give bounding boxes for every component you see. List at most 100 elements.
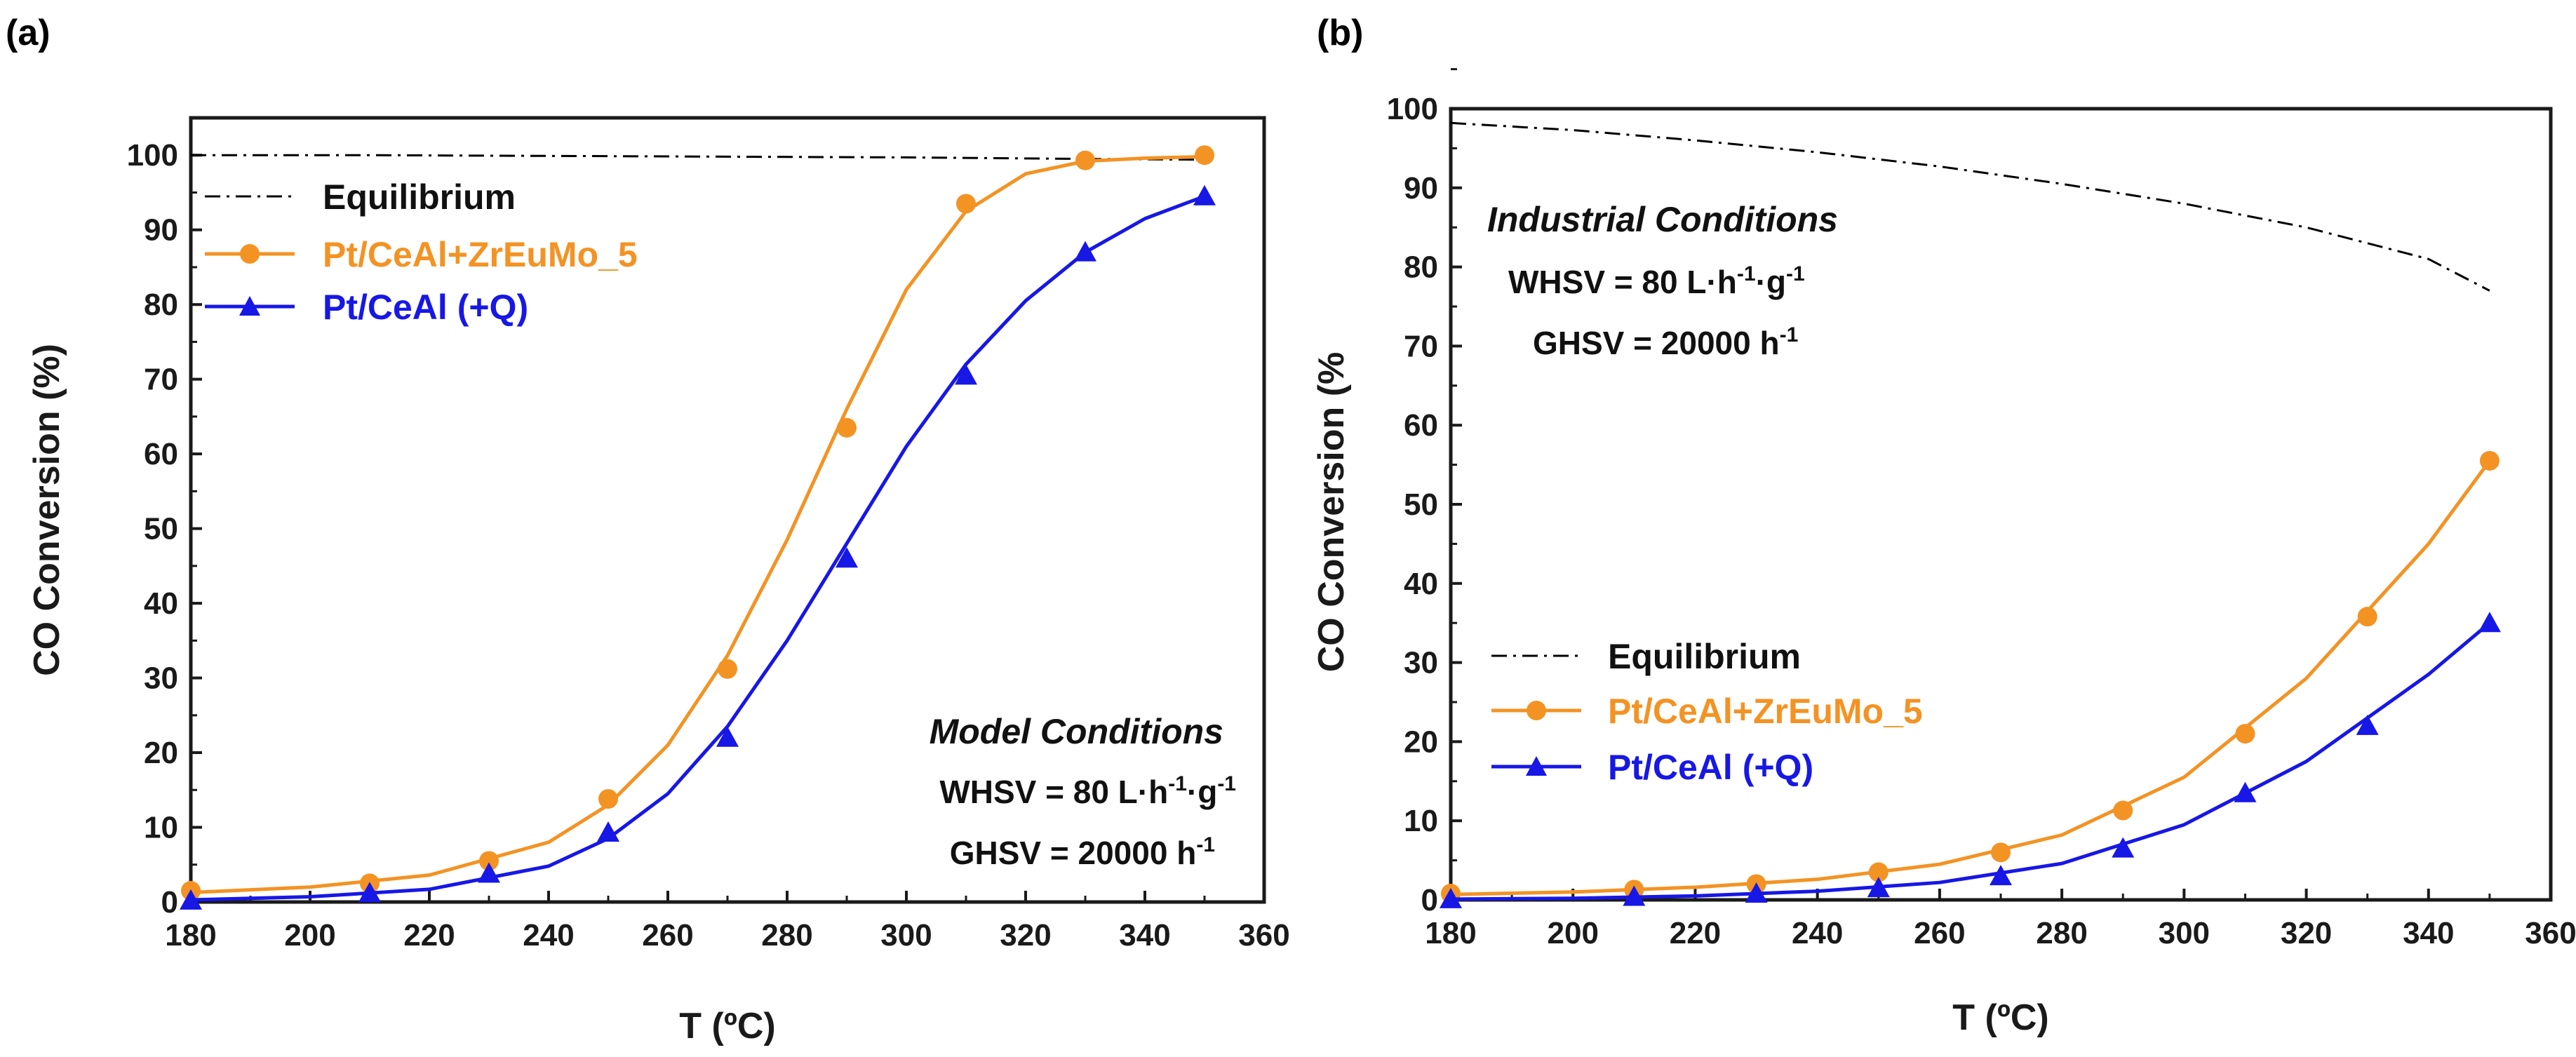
panel-a-y-tick-label: 90 [144, 213, 178, 248]
panel-a-q-fit-line [195, 194, 1207, 902]
legend-a-zreumo-marker [240, 244, 260, 264]
panel-b-q-point [2356, 714, 2379, 735]
panel-a-ghsv: GHSV = 20000 h-1 [950, 833, 1215, 871]
panel-b-y-tick-label: 60 [1404, 408, 1438, 443]
panel-a-y-tick-label: 70 [144, 363, 178, 397]
panel-b-y-tick-label: 40 [1404, 567, 1438, 601]
panel-b-zreumo-point [1991, 842, 2011, 863]
panel-b-y-tick-label: 10 [1404, 804, 1438, 838]
legend-a-equilibrium-label: Equilibrium [323, 177, 516, 217]
panel-a-whsv-exp1: -1 [1168, 772, 1187, 795]
panel-a-x-tick-label: 180 [165, 918, 216, 952]
panel-b-zreumo-point [2357, 607, 2377, 627]
panel-b-whsv-prefix: WHSV = 80 L·h [1508, 264, 1737, 300]
panel-b-x-tick-label: 200 [1548, 916, 1599, 950]
panel-b-q-point [1867, 877, 1890, 898]
panel-a-y-tick-label: 80 [144, 288, 178, 322]
panel-b-conditions: Industrial Conditions WHSV = 80 L·h-1·g-… [1487, 200, 1838, 361]
panel-a-zreumo-point [956, 194, 976, 214]
panel-a-x-tick-label: 220 [403, 918, 455, 952]
panel-b-label: (b) [1317, 13, 1363, 53]
legend-a-zreumo-label: Pt/CeAl+ZrEuMo_5 [323, 235, 638, 274]
panel-b-x-tick-label: 220 [1670, 916, 1721, 950]
panel-b-zreumo-point [2479, 450, 2500, 471]
panel-a-x-tick-label: 360 [1238, 918, 1289, 952]
panel-b-x-tick-label: 320 [2281, 916, 2332, 950]
panel-a-zreumo-point [837, 417, 857, 438]
panel-a-y-tick-label: 50 [144, 512, 178, 546]
panel-b-x-tick-label: 180 [1425, 916, 1476, 950]
panel-a-x-tick-label: 320 [1000, 918, 1051, 952]
legend-b-zreumo-marker [1527, 701, 1546, 720]
panel-a-series [180, 145, 1216, 910]
panel-a-zreumo-point [1195, 145, 1214, 166]
panel-b-q-point [1440, 887, 1462, 908]
panel-a-y-tick-label: 20 [144, 736, 178, 770]
panel-b-x-tick-label: 280 [2036, 916, 2087, 950]
panel-b-q-point [2478, 612, 2501, 633]
panel-a-conditions: Model Conditions WHSV = 80 L·h-1·g-1 GHS… [930, 712, 1236, 871]
panel-a-whsv-mid: ·g [1187, 774, 1217, 810]
panel-b-x-tick-label: 260 [1914, 916, 1965, 950]
panel-b-x-tick-label: 340 [2403, 916, 2454, 950]
panel-b-y-tick-label: 30 [1404, 646, 1438, 680]
panel-b-y-tick-label: 90 [1404, 171, 1438, 206]
legend-a-q-label: Pt/CeAl (+Q) [323, 288, 528, 327]
panel-a-conditions-title: Model Conditions [930, 712, 1223, 751]
panel-a-q-point [180, 889, 202, 910]
panel-b-q-point [1990, 865, 2012, 886]
panel-a-x-ticks: 180 200 220 240 260 280 300 320 340 360 [165, 891, 1290, 952]
panel-a-zreumo-point [598, 789, 618, 809]
panel-b-y-ticks: 0 10 20 30 40 50 60 70 80 90 100 [1387, 68, 1462, 917]
panel-a-whsv: WHSV = 80 L·h-1·g-1 [939, 772, 1236, 810]
panel-b-x-axis-title: T (ºC) [1952, 997, 2048, 1038]
panel-b-y-tick-label: 70 [1404, 329, 1438, 363]
panel-a-label: (a) [6, 13, 51, 53]
panel-b-x-ticks: 180 200 220 240 260 280 300 320 340 360 [1425, 889, 2576, 950]
panel-b-y-tick-label: 80 [1404, 250, 1438, 285]
panel-a-ghsv-prefix: GHSV = 20000 h [950, 835, 1197, 871]
panel-b-x-tick-label: 300 [2159, 916, 2210, 950]
panel-b-x-tick-label: 240 [1792, 916, 1843, 950]
panel-a-x-tick-label: 280 [761, 918, 812, 952]
panel-a-zreumo-fit-line [195, 154, 1207, 894]
panel-b: (b) 0 10 20 30 40 50 60 70 80 90 100 180 200 220 240 2… [1311, 13, 2576, 1038]
panel-a-whsv-prefix: WHSV = 80 L·h [939, 774, 1168, 810]
panel-a-y-tick-label: 10 [144, 811, 178, 845]
panel-a-equilibrium-line [191, 154, 1205, 161]
panel-b-q-point [2112, 837, 2135, 858]
legend-b-q-marker [1526, 756, 1547, 776]
panel-a-ghsv-exp: -1 [1196, 833, 1215, 856]
panel-b-y-axis-title: CO Conversion (% [1311, 352, 1352, 673]
panel-a-zreumo-point [1075, 150, 1095, 170]
panel-b-whsv-exp2: -1 [1786, 262, 1805, 285]
panel-b-ghsv: GHSV = 20000 h-1 [1533, 323, 1798, 361]
panel-b-q-point [2234, 781, 2257, 802]
panel-b-zreumo-point [1868, 862, 1889, 882]
panel-b-ghsv-prefix: GHSV = 20000 h [1533, 325, 1780, 361]
panel-a-q-point [478, 862, 500, 883]
panel-b-y-tick-label: 20 [1404, 725, 1438, 759]
legend-b-equilibrium-label: Equilibrium [1608, 637, 1801, 676]
panel-a-y-tick-label: 60 [144, 437, 178, 471]
panel-a-x-axis-title: T (ºC) [679, 1006, 775, 1046]
panel-b-x-tick-label: 360 [2525, 916, 2576, 950]
panel-b-q-point [1745, 882, 1768, 903]
panel-a-y-ticks: 0 10 20 30 40 50 60 70 80 90 100 [127, 116, 202, 920]
panel-b-series [1440, 121, 2501, 908]
panel-a-x-tick-label: 340 [1119, 918, 1170, 952]
panel-b-q-point [1623, 885, 1646, 906]
panel-a-whsv-exp2: -1 [1217, 772, 1236, 795]
panel-a-q-point [836, 547, 858, 568]
panel-b-ghsv-exp: -1 [1780, 323, 1799, 346]
panel-a-y-tick-label: 0 [161, 885, 178, 920]
legend-b-zreumo-label: Pt/CeAl+ZrEuMo_5 [1608, 692, 1923, 731]
panel-a-q-point [358, 882, 381, 903]
panel-a-zreumo-point [718, 659, 737, 679]
panel-a-q-point [597, 821, 619, 842]
panel-b-whsv: WHSV = 80 L·h-1·g-1 [1508, 262, 1805, 300]
panel-b-whsv-mid: ·g [1756, 264, 1786, 300]
panel-a-zreumo-point [479, 851, 499, 871]
panel-b-y-tick-label: 100 [1387, 92, 1438, 126]
